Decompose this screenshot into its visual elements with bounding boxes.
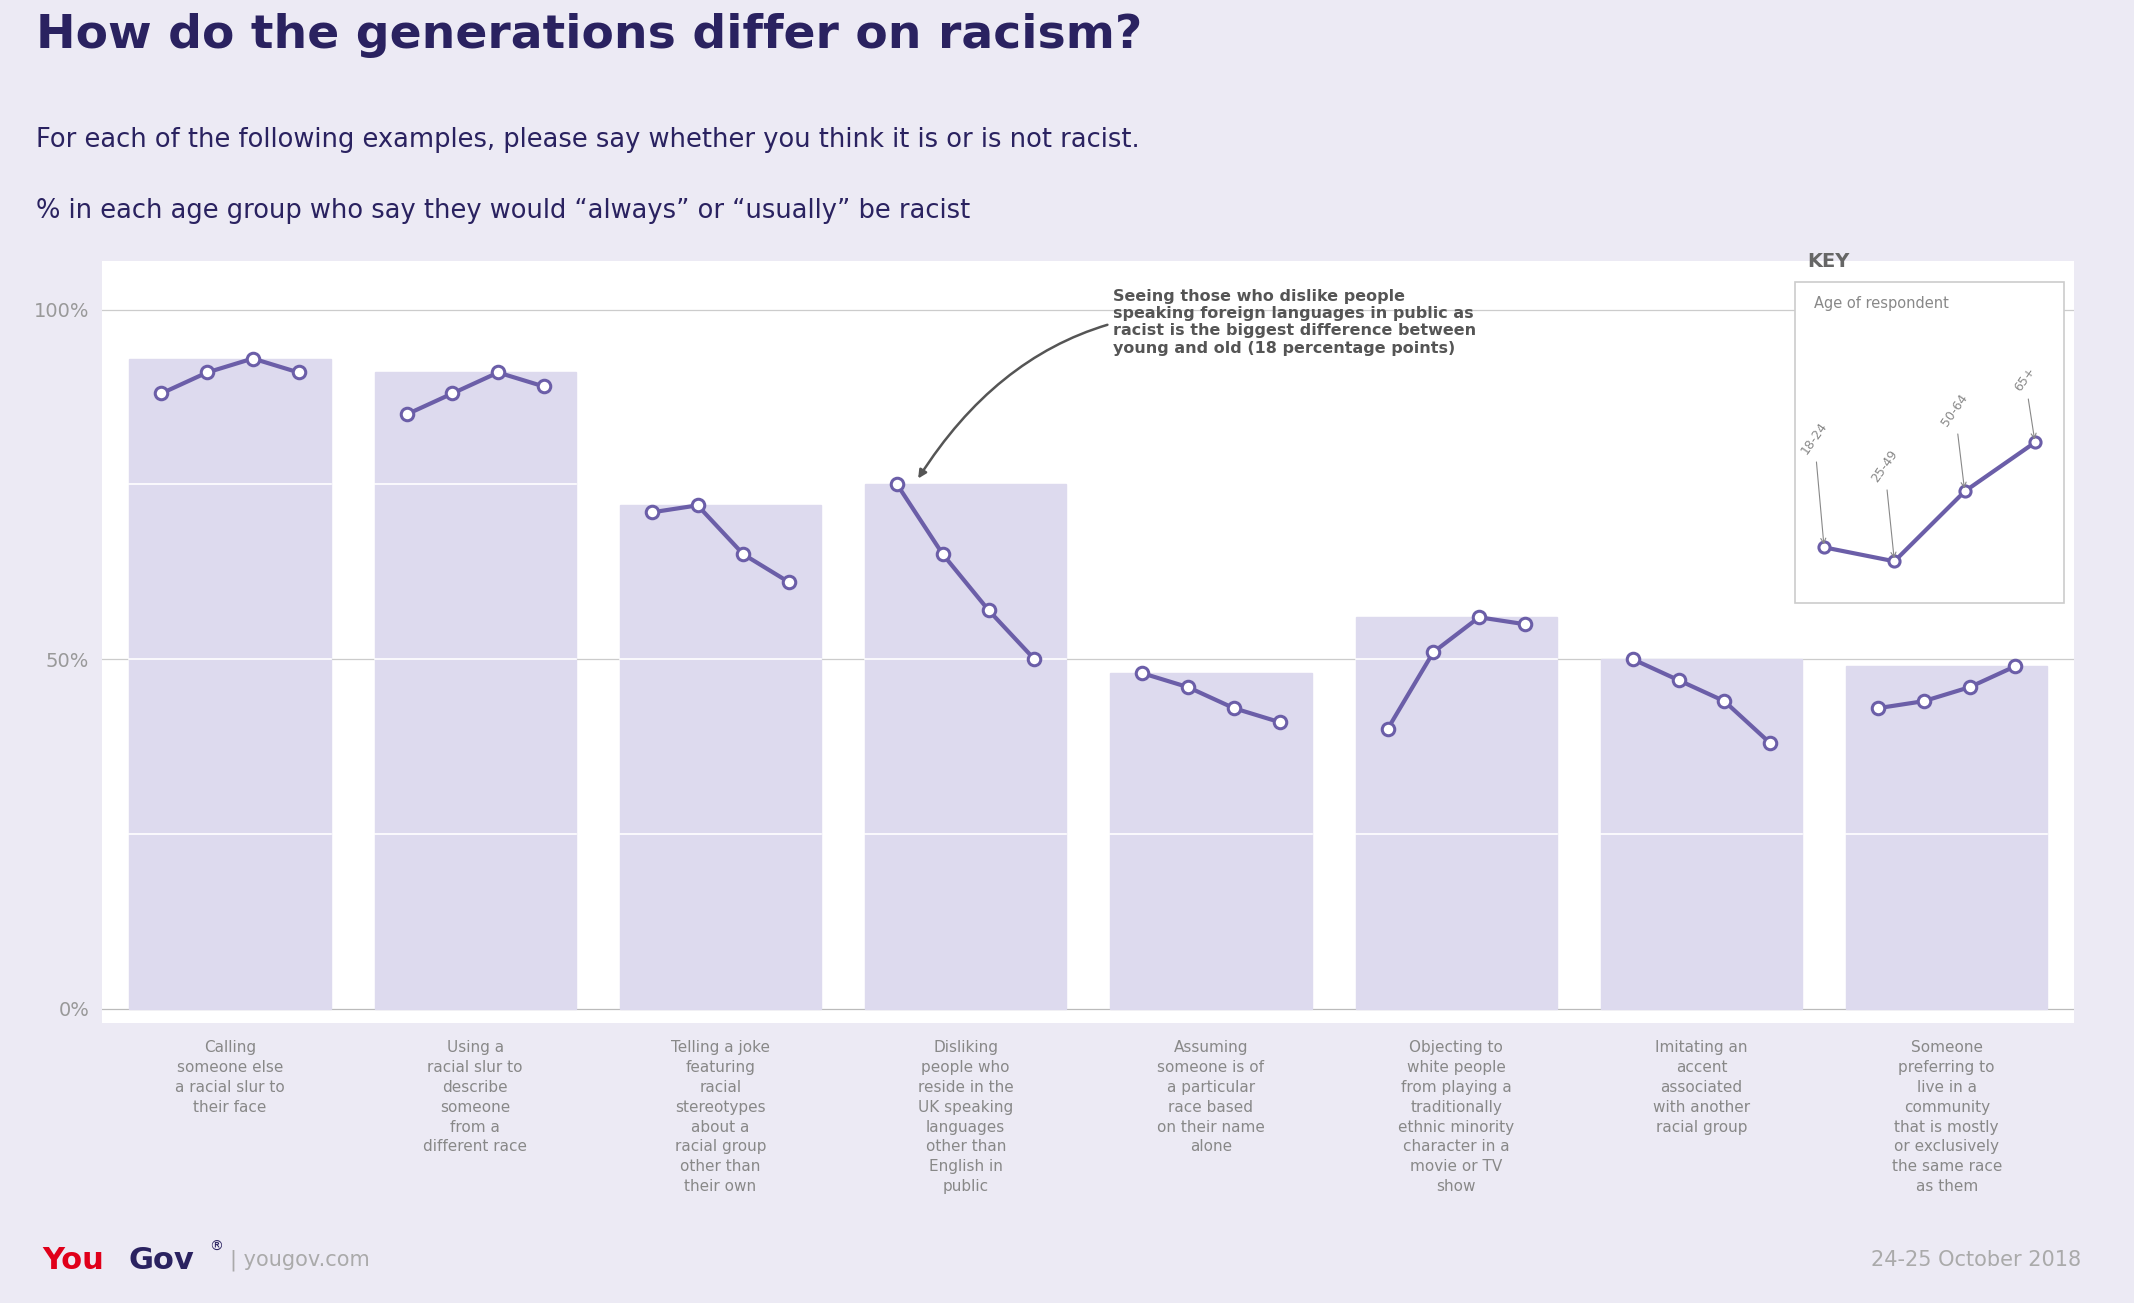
Text: Age of respondent: Age of respondent (1814, 296, 1948, 310)
Bar (1110, 674, 1312, 1009)
Text: Objecting to
white people
from playing a
traditionally
ethnic minority
character: Objecting to white people from playing a… (1398, 1040, 1515, 1194)
Text: You: You (43, 1246, 105, 1274)
Bar (864, 485, 1067, 1009)
Text: | yougov.com: | yougov.com (230, 1250, 369, 1270)
Text: Someone
preferring to
live in a
community
that is mostly
or exclusively
the same: Someone preferring to live in a communit… (1891, 1040, 2002, 1194)
Text: 65+: 65+ (2012, 365, 2038, 438)
Bar (1795, 281, 2064, 603)
Bar (1600, 659, 1801, 1009)
Text: 24-25 October 2018: 24-25 October 2018 (1872, 1250, 2081, 1270)
Text: Gov: Gov (128, 1246, 194, 1274)
Text: How do the generations differ on racism?: How do the generations differ on racism? (36, 13, 1142, 57)
Text: 25-49: 25-49 (1869, 447, 1899, 558)
Text: Disliking
people who
reside in the
UK speaking
languages
other than
English in
p: Disliking people who reside in the UK sp… (918, 1040, 1014, 1194)
Text: For each of the following examples, please say whether you think it is or is not: For each of the following examples, plea… (36, 128, 1140, 152)
Bar (1355, 618, 1558, 1009)
Text: ®: ® (209, 1239, 224, 1253)
Bar (376, 373, 576, 1009)
Text: Telling a joke
featuring
racial
stereotypes
about a
racial group
other than
thei: Telling a joke featuring racial stereoty… (670, 1040, 770, 1194)
Text: 18-24: 18-24 (1799, 420, 1831, 543)
Bar (1846, 666, 2047, 1009)
Text: Calling
someone else
a racial slur to
their face: Calling someone else a racial slur to th… (175, 1040, 284, 1115)
Text: Assuming
someone is of
a particular
race based
on their name
alone: Assuming someone is of a particular race… (1157, 1040, 1265, 1154)
Text: 50-64: 50-64 (1940, 391, 1970, 487)
Bar (619, 506, 822, 1009)
Text: Using a
racial slur to
describe
someone
from a
different race: Using a racial slur to describe someone … (423, 1040, 527, 1154)
Text: Imitating an
accent
associated
with another
racial group: Imitating an accent associated with anot… (1654, 1040, 1750, 1135)
Text: Seeing those who dislike people
speaking foreign languages in public as
racist i: Seeing those who dislike people speaking… (920, 288, 1477, 476)
Text: % in each age group who say they would “always” or “usually” be racist: % in each age group who say they would “… (36, 198, 971, 224)
Text: KEY: KEY (1807, 251, 1850, 271)
Bar (130, 358, 331, 1009)
